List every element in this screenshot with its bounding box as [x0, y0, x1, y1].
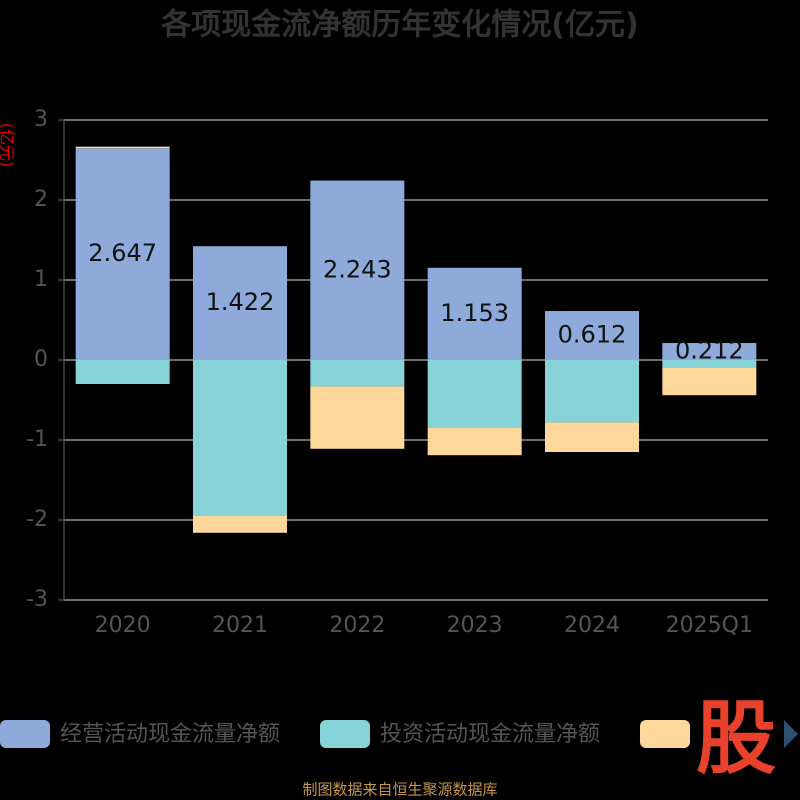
x-tick-label: 2020	[95, 613, 151, 638]
legend-swatch	[640, 720, 690, 748]
legend-swatch	[0, 720, 50, 748]
bar-segment	[662, 360, 757, 368]
y-tick-label: 1	[34, 267, 48, 292]
bar-segment	[662, 367, 757, 396]
source-note: 制图数据来自恒生聚源数据库	[302, 781, 497, 799]
bar-segment	[545, 311, 639, 360]
value-label: 2.647	[88, 239, 157, 267]
legend-next-arrow[interactable]	[784, 720, 798, 748]
x-tick-label: 2025Q1	[666, 613, 753, 638]
bar-segment	[310, 360, 405, 387]
y-tick-label: 2	[34, 187, 48, 212]
bar-segment	[193, 360, 287, 516]
bar-segment	[427, 360, 522, 428]
bar-segment	[75, 146, 170, 149]
y-tick-label: 3	[34, 107, 48, 132]
y-tick-label: -2	[26, 507, 48, 532]
chart-title: 各项现金流净额历年变化情况(亿元)	[160, 8, 638, 43]
value-label: 1.153	[440, 299, 509, 327]
bar-segment	[193, 516, 287, 533]
value-label: 2.243	[323, 255, 392, 283]
bar-segment	[427, 267, 522, 360]
y-tick-label: 0	[34, 347, 48, 372]
bar-segment	[545, 360, 639, 423]
y-tick-label: -1	[26, 427, 48, 452]
x-tick-label: 2024	[564, 613, 620, 638]
bar-segment	[427, 428, 522, 456]
bar-segment	[310, 180, 405, 360]
bar-segment	[75, 360, 170, 384]
bar-segment	[75, 148, 170, 360]
legend-label: 投资活动现金流量净额	[380, 722, 600, 747]
x-tick-label: 2023	[447, 613, 503, 638]
value-label: 0.212	[675, 337, 744, 365]
value-label: 1.422	[206, 288, 275, 316]
legend-swatch	[320, 720, 370, 748]
legend-label: 经营活动现金流量净额	[60, 722, 280, 747]
x-tick-label: 2022	[329, 613, 385, 638]
bar-segment	[193, 246, 287, 360]
y-axis-label: (亿元)	[0, 123, 17, 168]
bar-segment	[310, 386, 405, 449]
bar-segment	[545, 422, 639, 452]
y-tick-label: -3	[26, 587, 48, 612]
watermark: 股	[696, 692, 776, 785]
value-label: 0.612	[558, 321, 627, 349]
bar-segment	[662, 343, 757, 360]
x-tick-label: 2021	[212, 613, 268, 638]
